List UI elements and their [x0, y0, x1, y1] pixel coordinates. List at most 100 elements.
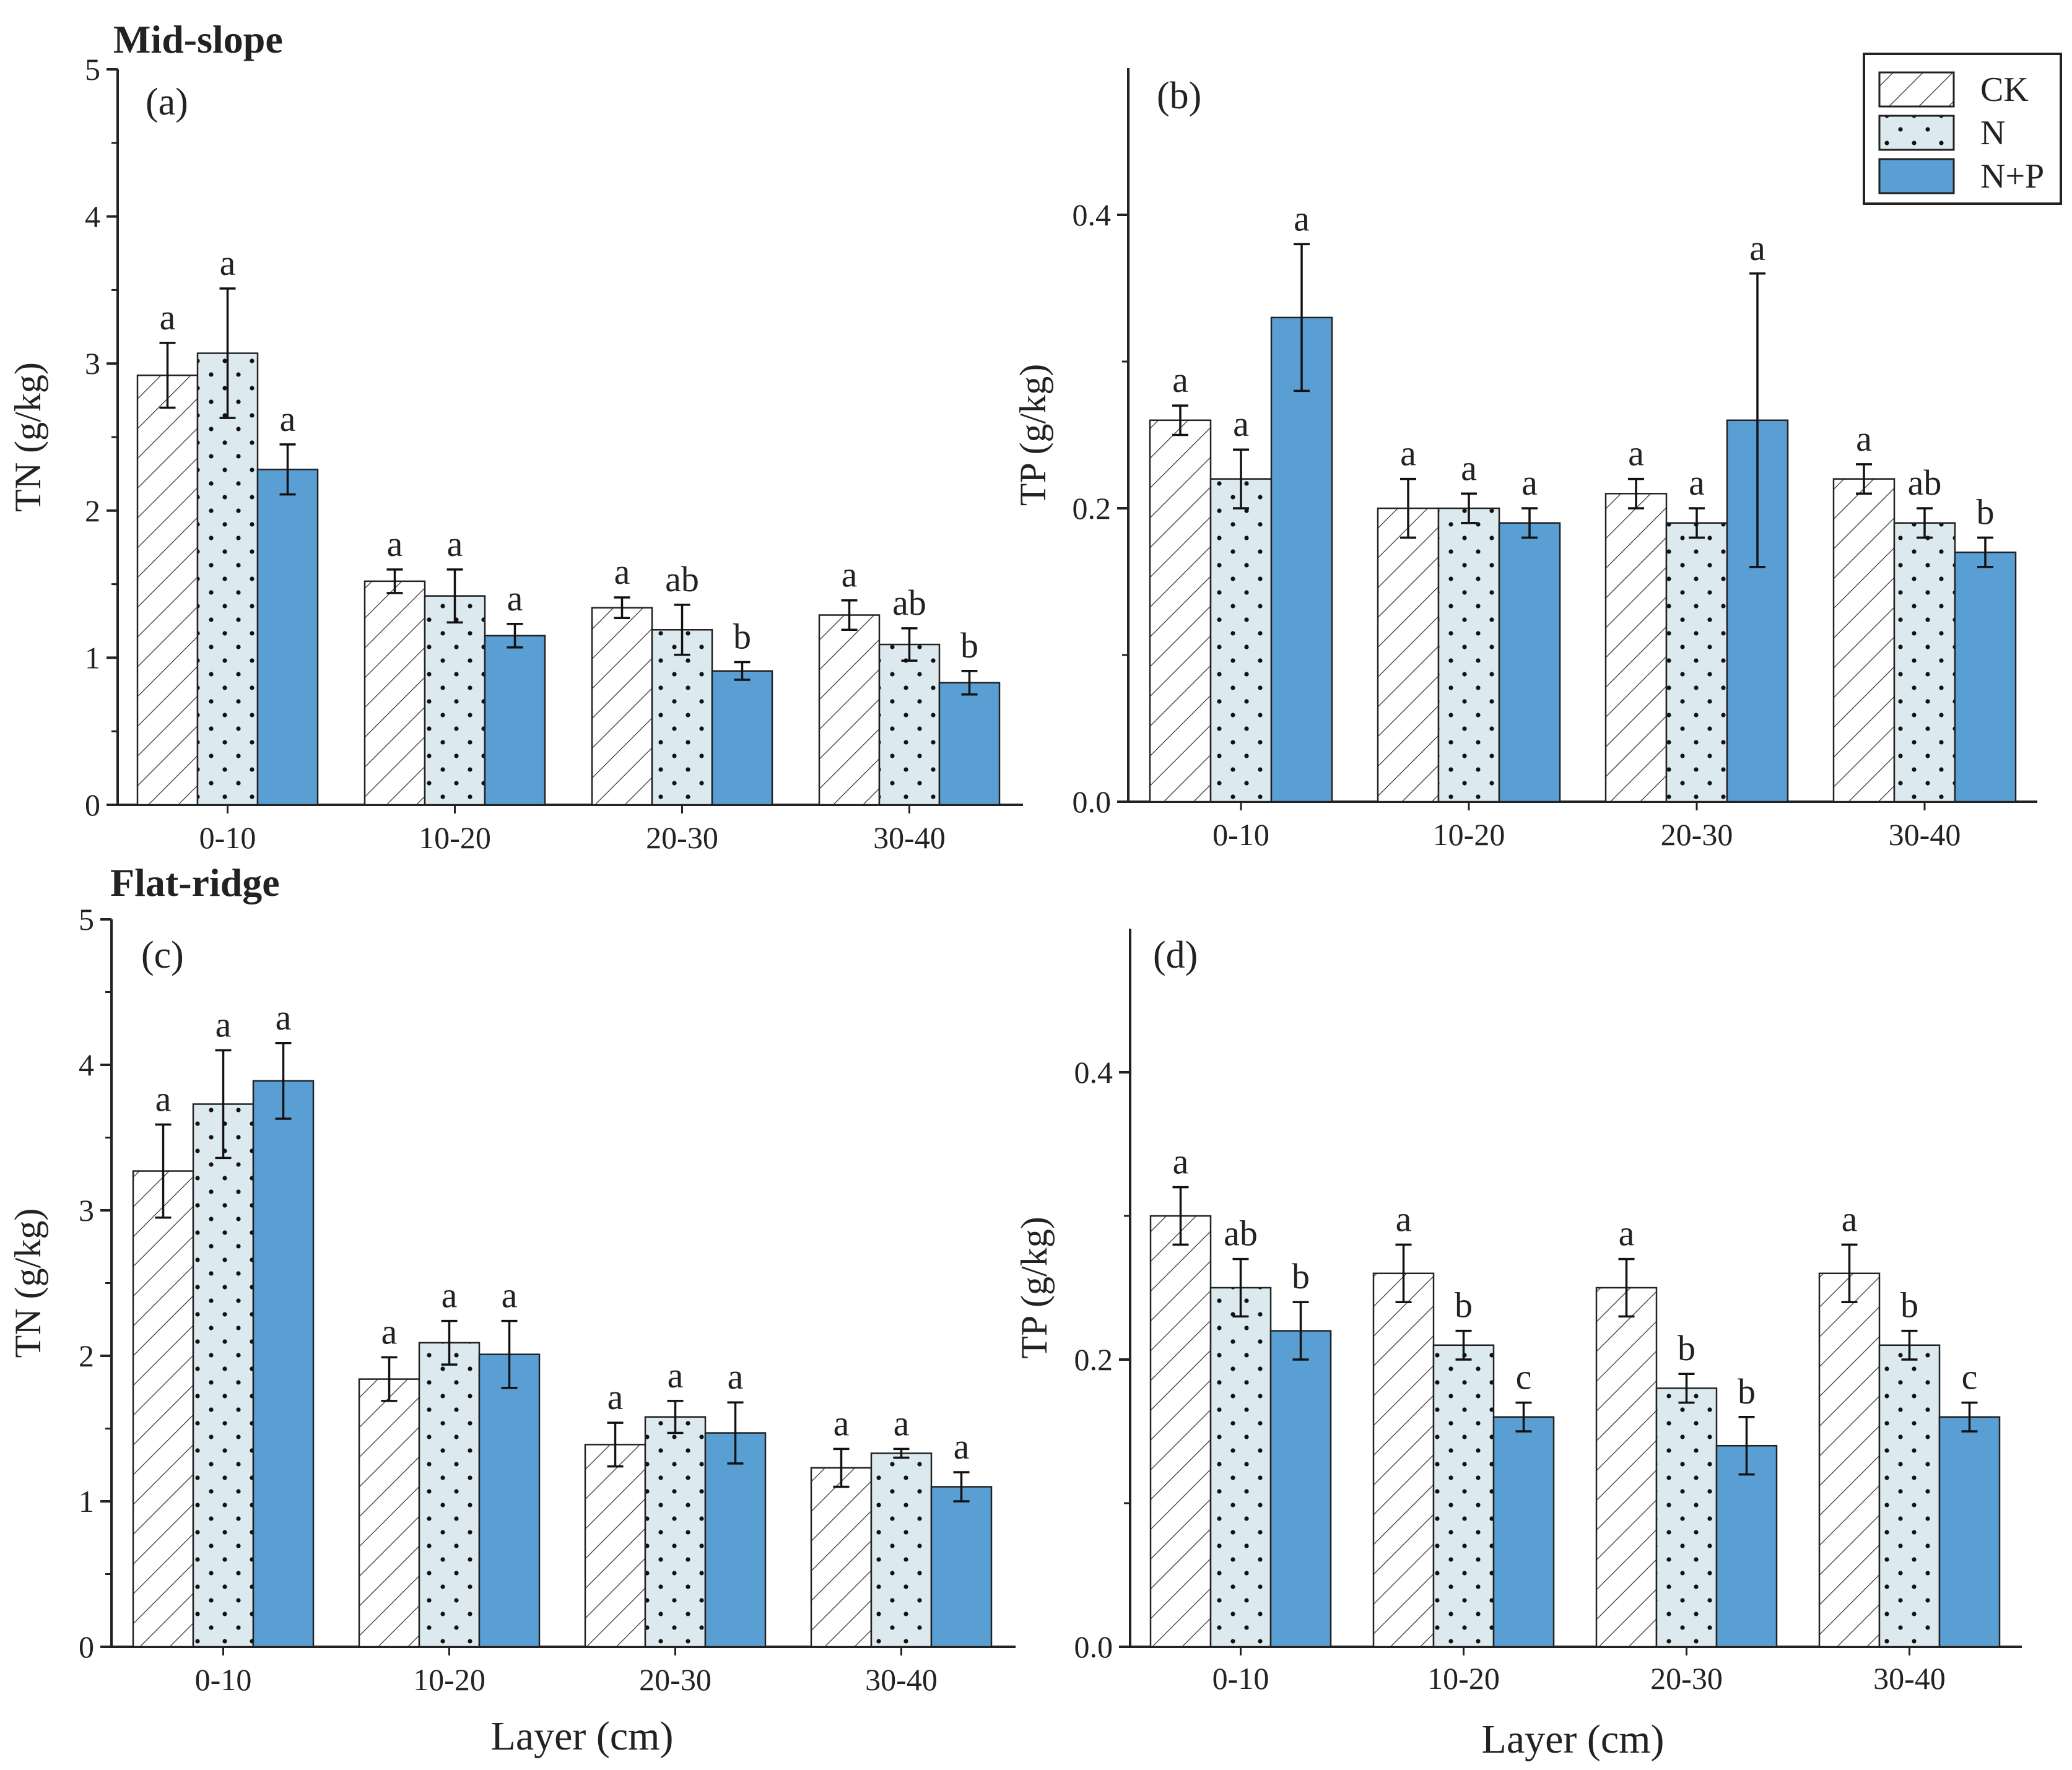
y-tick-label: 1 [79, 1484, 94, 1519]
significance-label-ck-20-30: a [1619, 1213, 1635, 1254]
x-tick-label-0-10: 0-10 [195, 1662, 252, 1697]
significance-label-np-30-40: b [960, 625, 978, 666]
significance-label-np-20-30: b [733, 617, 751, 657]
bar-np-30-40 [1954, 551, 2017, 803]
x-tick-label-0-10: 0-10 [1212, 1661, 1269, 1696]
section-title-mid-slope: Mid-slope [113, 17, 283, 61]
y-axis-label: TN (g/kg) [7, 1208, 48, 1358]
panel-tag: (b) [1157, 75, 1201, 117]
y-tick-label: 3 [85, 346, 100, 381]
bar-np-20-30 [711, 670, 773, 806]
legend: CK N N+P [1863, 53, 2062, 205]
significance-label-np-10-20: a [1521, 462, 1538, 503]
significance-label-np-0-10: a [280, 399, 296, 439]
y-axis-label: TP (g/kg) [1014, 1217, 1055, 1358]
bar-np-20-30 [704, 1432, 767, 1648]
bar-ck-10-20 [1377, 507, 1440, 803]
y-tick-label: 0.0 [1074, 1629, 1113, 1664]
significance-label-ck-0-10: a [1173, 1142, 1189, 1182]
significance-label-np-30-40: a [954, 1426, 970, 1467]
significance-label-np-10-20: a [502, 1275, 518, 1316]
bar-n-30-40 [1893, 522, 1956, 803]
panel-c-tn-flat-ridge: 0 1 2 3 4 5 TN (g/kg) (c) a a a 0-10 a a a 10-20 a a a 20-3… [7, 902, 1016, 1697]
significance-label-ck-30-40: a [834, 1403, 850, 1443]
bar-n-0-10 [1209, 1286, 1272, 1648]
significance-label-np-20-30: a [728, 1356, 744, 1397]
significance-label-np-30-40: c [1962, 1357, 1978, 1397]
x-tick-label-20-30: 20-30 [1650, 1661, 1723, 1696]
x-tick-label-30-40: 30-40 [1873, 1661, 1946, 1696]
significance-label-ck-0-10: a [160, 297, 176, 337]
significance-label-n-0-10: a [220, 243, 236, 283]
bar-np-0-10 [1269, 1330, 1332, 1648]
significance-label-n-30-40: ab [892, 583, 926, 623]
significance-label-ck-10-20: a [381, 1311, 398, 1351]
x-tick-label-20-30: 20-30 [646, 820, 718, 855]
panel-d-tp-flat-ridge: 0.00.20.4TP (g/kg)(d)aabb0-10abc10-20abb… [1014, 929, 2022, 1696]
bar-np-20-30 [1715, 1444, 1778, 1648]
significance-label-np-10-20: a [507, 578, 523, 618]
bar-np-0-10 [252, 1080, 315, 1648]
significance-label-ck-20-30: a [607, 1377, 624, 1417]
significance-label-ck-20-30: a [1628, 433, 1644, 474]
significance-label-np-0-10: a [276, 997, 292, 1038]
bar-ck-30-40 [1818, 1272, 1881, 1648]
bar-ck-0-10 [136, 374, 199, 806]
significance-label-ck-30-40: a [842, 555, 858, 595]
significance-label-n-10-20: a [447, 524, 463, 564]
x-axis-title-right: Layer (cm) [1482, 1717, 1665, 1762]
significance-label-n-20-30: a [1689, 462, 1705, 503]
legend-swatch-np [1878, 158, 1955, 194]
panel-tag: (c) [141, 934, 184, 976]
significance-label-n-30-40: a [894, 1403, 910, 1443]
significance-label-n-30-40: b [1900, 1285, 1918, 1325]
significance-label-ck-30-40: a [1842, 1199, 1858, 1239]
bar-n-0-10 [1209, 478, 1273, 803]
bar-ck-0-10 [1149, 1215, 1212, 1648]
bar-n-20-30 [644, 1416, 707, 1648]
bar-ck-20-30 [1604, 493, 1668, 803]
y-tick-label: 0.4 [1073, 197, 1112, 232]
x-tick-label-10-20: 10-20 [1427, 1661, 1500, 1696]
x-tick-label-20-30: 20-30 [1661, 817, 1733, 852]
x-tick-label-30-40: 30-40 [1889, 817, 1961, 852]
significance-label-np-20-30: b [1738, 1371, 1756, 1412]
bar-n-10-20 [424, 595, 486, 806]
significance-label-ck-30-40: a [1856, 419, 1872, 459]
legend-label-n: N [1980, 114, 2005, 152]
bar-np-30-40 [930, 1486, 993, 1648]
bar-ck-30-40 [810, 1467, 873, 1648]
significance-label-ck-0-10: a [1172, 360, 1188, 400]
y-tick-label: 2 [79, 1338, 94, 1373]
bar-n-10-20 [418, 1342, 481, 1648]
y-tick-label: 0.2 [1074, 1342, 1113, 1377]
significance-label-np-10-20: c [1516, 1357, 1532, 1397]
bar-np-0-10 [256, 469, 319, 806]
bar-n-10-20 [1437, 507, 1500, 803]
panel-b-tp-mid-slope: 0.0 0.2 0.4 TP (g/kg) (b) a a a 0-10 a a a 10-20 a a a 2… [1012, 68, 2037, 852]
x-tick-label-0-10: 0-10 [1212, 817, 1269, 852]
significance-label-ck-0-10: a [155, 1078, 172, 1119]
y-tick-label: 4 [79, 1048, 94, 1082]
bar-ck-30-40 [1832, 478, 1896, 803]
legend-label-ck: CK [1980, 71, 2029, 109]
legend-swatch-ck [1878, 71, 1955, 108]
bar-np-10-20 [1492, 1416, 1555, 1648]
bar-np-30-40 [938, 682, 1001, 806]
x-tick-label-10-20: 10-20 [413, 1662, 485, 1697]
significance-label-n-20-30: ab [665, 559, 699, 599]
bar-n-30-40 [878, 643, 941, 806]
y-tick-label: 1 [85, 640, 100, 675]
bar-n-30-40 [1878, 1344, 1941, 1648]
bar-n-0-10 [196, 352, 259, 806]
bar-n-10-20 [1432, 1344, 1495, 1648]
x-tick-label-30-40: 30-40 [873, 820, 946, 855]
bar-n-30-40 [870, 1452, 933, 1648]
x-axis-title-left: Layer (cm) [491, 1714, 674, 1759]
y-tick-label: 4 [85, 199, 100, 234]
x-tick-label-30-40: 30-40 [865, 1662, 938, 1697]
significance-label-n-10-20: a [442, 1275, 458, 1316]
y-tick-label: 2 [85, 493, 100, 528]
